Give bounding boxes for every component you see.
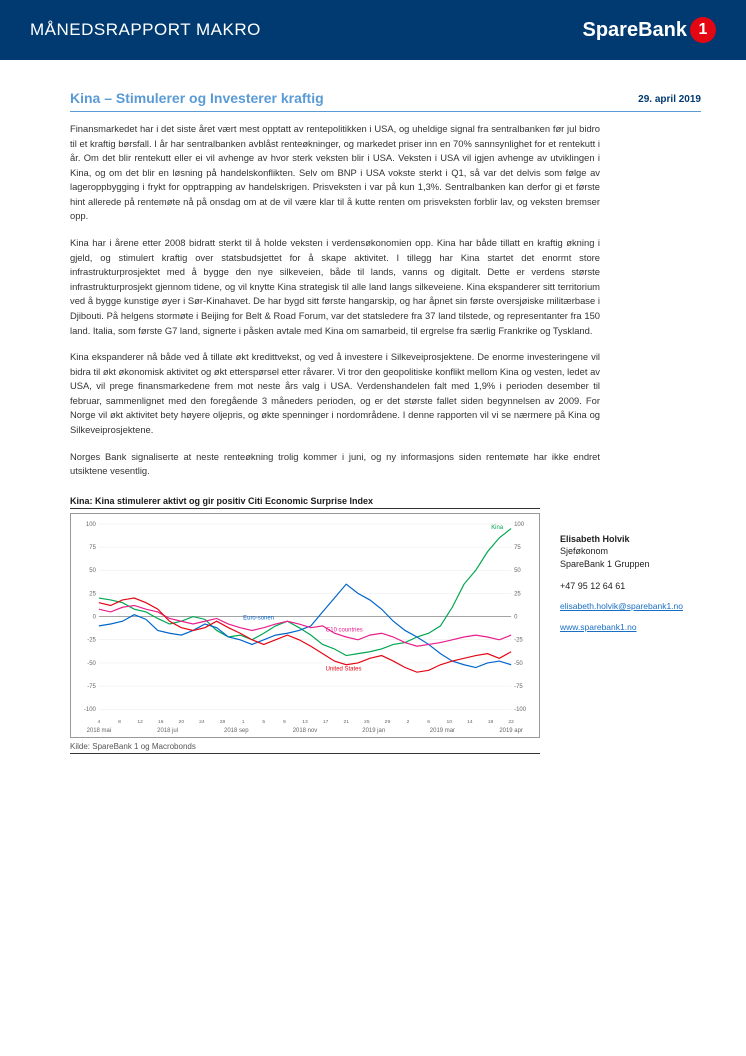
svg-text:25: 25	[89, 591, 96, 597]
brand-logo: SpareBank 1	[583, 17, 717, 43]
svg-text:2018 nov: 2018 nov	[293, 728, 318, 734]
page-content: Kina – Stimulerer og Investerer kraftig …	[0, 60, 746, 774]
svg-text:25: 25	[364, 719, 370, 725]
publication-date: 29. april 2019	[638, 94, 701, 105]
svg-text:G10 countries: G10 countries	[326, 627, 363, 633]
svg-text:2019 mar: 2019 mar	[430, 728, 455, 734]
svg-text:0: 0	[514, 614, 518, 620]
paragraph-2: Kina har i årene etter 2008 bidratt ster…	[70, 236, 600, 338]
paragraph-4: Norges Bank signaliserte at neste renteø…	[70, 450, 600, 479]
brand-number-badge: 1	[690, 17, 716, 43]
svg-text:75: 75	[89, 545, 96, 551]
surprise-index-chart: -100-100-75-75-50-50-25-2500252550507575…	[71, 514, 539, 737]
svg-text:12: 12	[137, 719, 143, 725]
svg-text:Kina: Kina	[491, 525, 504, 531]
svg-text:2: 2	[407, 719, 410, 725]
svg-text:25: 25	[514, 591, 521, 597]
svg-text:28: 28	[220, 719, 226, 725]
svg-text:2019 apr: 2019 apr	[499, 728, 523, 734]
svg-text:2019 jan: 2019 jan	[362, 728, 385, 734]
svg-text:United States: United States	[326, 666, 362, 672]
report-type-title: MÅNEDSRAPPORT MAKRO	[30, 20, 261, 40]
paragraph-3: Kina ekspanderer nå både ved å tillate ø…	[70, 350, 600, 437]
svg-text:5: 5	[262, 719, 265, 725]
svg-text:9: 9	[283, 719, 286, 725]
svg-text:16: 16	[158, 719, 164, 725]
contact-phone: +47 95 12 64 61	[560, 580, 683, 593]
svg-text:1: 1	[242, 719, 245, 725]
svg-text:4: 4	[97, 719, 100, 725]
chart-and-sidebar: -100-100-75-75-50-50-25-2500252550507575…	[70, 513, 701, 754]
contact-sidebar: Elisabeth Holvik Sjeføkonom SpareBank 1 …	[560, 533, 683, 634]
svg-text:-25: -25	[514, 637, 523, 643]
contact-company: SpareBank 1 Gruppen	[560, 558, 683, 571]
svg-text:-50: -50	[514, 661, 523, 667]
svg-text:50: 50	[514, 568, 521, 574]
svg-text:0: 0	[93, 614, 97, 620]
chart-area: -100-100-75-75-50-50-25-2500252550507575…	[70, 513, 540, 738]
svg-text:22: 22	[508, 719, 514, 725]
svg-text:2018 jul: 2018 jul	[157, 728, 178, 734]
svg-text:10: 10	[447, 719, 453, 725]
svg-text:2018 mai: 2018 mai	[87, 728, 112, 734]
svg-text:21: 21	[343, 719, 349, 725]
chart-heading: Kina: Kina stimulerer aktivt og gir posi…	[70, 496, 540, 509]
svg-text:-50: -50	[87, 661, 96, 667]
svg-text:50: 50	[89, 568, 96, 574]
svg-text:-100: -100	[84, 707, 97, 713]
header-bar: MÅNEDSRAPPORT MAKRO SpareBank 1	[0, 0, 746, 60]
contact-role: Sjeføkonom	[560, 545, 683, 558]
svg-text:18: 18	[488, 719, 494, 725]
svg-text:29: 29	[385, 719, 391, 725]
svg-text:13: 13	[302, 719, 308, 725]
svg-text:75: 75	[514, 545, 521, 551]
svg-text:24: 24	[199, 719, 205, 725]
svg-text:2018 sep: 2018 sep	[224, 728, 249, 734]
svg-text:100: 100	[514, 522, 525, 528]
svg-text:20: 20	[179, 719, 185, 725]
svg-text:100: 100	[86, 522, 97, 528]
svg-text:-75: -75	[514, 684, 523, 690]
svg-text:8: 8	[118, 719, 121, 725]
svg-text:-100: -100	[514, 707, 527, 713]
title-row: Kina – Stimulerer og Investerer kraftig …	[70, 90, 701, 112]
svg-text:-75: -75	[87, 684, 96, 690]
contact-name: Elisabeth Holvik	[560, 533, 683, 546]
contact-email-link[interactable]: elisabeth.holvik@sparebank1.no	[560, 601, 683, 613]
contact-website-link[interactable]: www.sparebank1.no	[560, 622, 683, 634]
svg-text:-25: -25	[87, 637, 96, 643]
paragraph-1: Finansmarkedet har i det siste året vært…	[70, 122, 600, 224]
svg-text:6: 6	[427, 719, 430, 725]
chart-source: Kilde: SpareBank 1 og Macrobonds	[70, 740, 540, 754]
svg-text:14: 14	[467, 719, 473, 725]
brand-text: SpareBank	[583, 19, 688, 42]
article-title: Kina – Stimulerer og Investerer kraftig	[70, 90, 324, 106]
svg-text:Euro-sonen: Euro-sonen	[243, 615, 274, 621]
svg-text:17: 17	[323, 719, 329, 725]
